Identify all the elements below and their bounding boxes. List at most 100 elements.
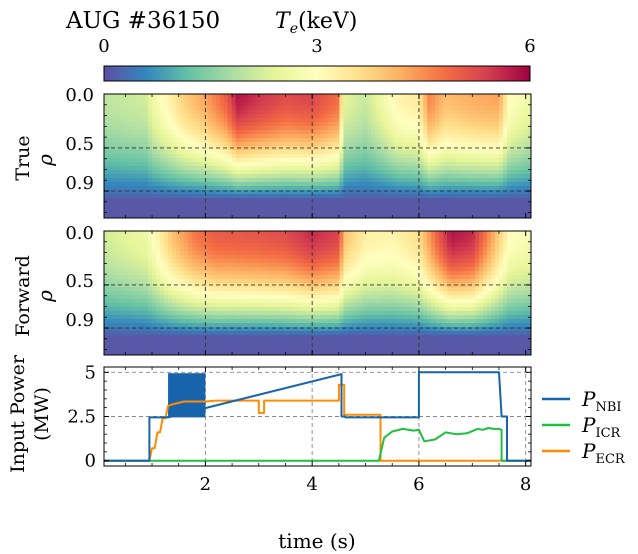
heatmap-cell xyxy=(499,194,504,199)
heatmap-cell xyxy=(495,214,500,218)
heatmap-cell xyxy=(187,122,193,127)
heatmap-cell xyxy=(335,202,341,207)
heatmap-cell xyxy=(115,194,121,199)
heatmap-cell xyxy=(267,106,273,111)
heatmap-cell xyxy=(215,122,221,127)
heatmap-cell xyxy=(175,231,181,236)
heatmap-cell xyxy=(267,186,273,191)
heatmap-cell xyxy=(159,214,165,218)
heatmap-cell xyxy=(255,263,261,268)
heatmap-cell xyxy=(339,202,345,207)
heatmap-cell xyxy=(187,182,193,187)
heatmap-cell xyxy=(151,214,157,218)
heatmap-cell xyxy=(435,130,440,135)
heatmap-cell xyxy=(303,315,309,320)
heatmap-cell xyxy=(163,279,169,284)
heatmap-cell xyxy=(143,194,149,199)
heatmap-cell xyxy=(104,98,109,103)
heatmap-cell xyxy=(287,122,293,127)
heatmap-cell xyxy=(119,146,125,151)
heatmap-cell xyxy=(203,182,209,187)
heatmap-cell xyxy=(367,170,372,175)
heatmap-cell xyxy=(211,267,217,272)
heatmap-cell xyxy=(279,202,285,207)
heatmap-cell xyxy=(263,98,269,103)
heatmap-cell xyxy=(527,182,531,187)
heatmap-cell xyxy=(175,106,181,111)
heatmap-cell xyxy=(179,190,185,195)
heatmap-cell xyxy=(131,98,137,103)
heatmap-cell xyxy=(451,106,456,111)
heatmap-cell xyxy=(255,122,261,127)
heatmap-cell xyxy=(435,178,440,183)
heatmap-cell xyxy=(219,283,225,288)
heatmap-cell xyxy=(115,299,121,304)
heatmap-cell xyxy=(299,210,305,215)
heatmap-cell xyxy=(375,178,380,183)
heatmap-cell xyxy=(487,134,492,139)
heatmap-cell xyxy=(219,114,225,119)
heatmap-cell xyxy=(467,154,472,159)
heatmap-cell xyxy=(119,182,125,187)
heatmap-cell xyxy=(139,198,145,203)
heatmap-cell xyxy=(479,98,484,103)
heatmap-cell xyxy=(355,210,360,215)
heatmap-cell xyxy=(135,327,141,332)
heatmap-cell xyxy=(231,307,237,312)
heatmap-cell xyxy=(135,319,141,324)
heatmap-cell xyxy=(135,166,141,171)
heatmap-cell xyxy=(391,174,396,179)
heatmap-cell xyxy=(251,154,257,159)
heatmap-cell xyxy=(111,194,117,199)
heatmap-cell xyxy=(427,106,432,111)
heatmap-cell xyxy=(163,299,169,304)
heatmap-cell xyxy=(299,299,305,304)
heatmap-cell xyxy=(355,158,360,163)
heatmap-cell xyxy=(447,106,452,111)
heatmap-cell xyxy=(199,182,205,187)
heatmap-cell xyxy=(443,150,448,155)
heatmap-cell xyxy=(187,102,193,107)
heatmap-cell xyxy=(471,210,476,215)
heatmap-cell xyxy=(123,206,129,211)
heatmap-cell xyxy=(235,174,241,179)
heatmap-cell xyxy=(351,130,357,135)
heatmap-cell xyxy=(243,299,249,304)
heatmap-cell xyxy=(143,315,149,320)
heatmap-cell xyxy=(167,178,173,183)
heatmap-cell xyxy=(203,158,209,163)
heatmap-cell xyxy=(143,214,149,218)
heatmap-cell xyxy=(135,162,141,167)
heatmap-cell xyxy=(255,243,261,248)
heatmap-cell xyxy=(215,335,221,340)
heatmap-cell xyxy=(107,251,113,256)
heatmap-cell xyxy=(519,138,524,143)
heatmap-cell xyxy=(223,174,229,179)
heatmap-cell xyxy=(255,138,261,143)
heatmap-cell xyxy=(123,279,129,284)
heatmap-cell xyxy=(171,198,177,203)
heatmap-cell xyxy=(271,154,277,159)
heatmap-cell xyxy=(303,182,309,187)
heatmap-cell xyxy=(523,138,528,143)
heatmap-cell xyxy=(475,122,480,127)
heatmap-cell xyxy=(491,182,496,187)
heatmap-cell xyxy=(191,347,197,352)
heatmap-cell xyxy=(263,198,269,203)
heatmap-cell xyxy=(187,142,193,147)
heatmap-cell xyxy=(283,275,289,280)
heatmap-cell xyxy=(503,126,508,131)
heatmap-cell xyxy=(175,327,181,332)
heatmap-cell xyxy=(391,210,396,215)
heatmap-cell xyxy=(183,335,189,340)
heatmap-cell xyxy=(104,130,109,135)
heatmap-cell xyxy=(415,106,420,111)
heatmap-cell xyxy=(463,210,468,215)
heatmap-cell xyxy=(295,118,301,123)
heatmap-cell xyxy=(259,235,265,240)
heatmap-cell xyxy=(247,331,253,336)
heatmap-cell xyxy=(163,206,169,211)
heatmap-cell xyxy=(159,307,165,312)
heatmap-cell xyxy=(227,174,233,179)
heatmap-cell xyxy=(127,186,133,191)
